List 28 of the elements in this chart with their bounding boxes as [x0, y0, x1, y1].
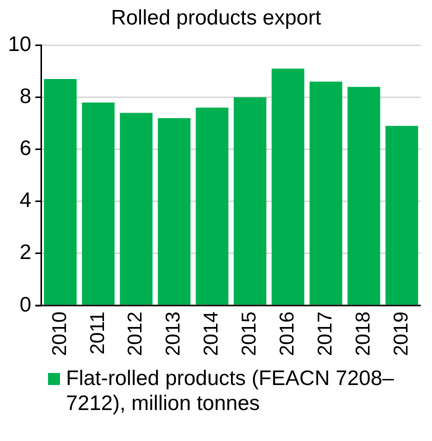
y-tick-label: 6	[20, 137, 32, 160]
y-tick-label: 0	[20, 293, 32, 316]
bar	[158, 118, 190, 305]
x-tick-label: 2015	[238, 312, 261, 356]
x-tick-label: 2019	[390, 312, 412, 356]
x-tick-label: 2018	[352, 312, 374, 356]
y-tick-label: 4	[20, 189, 32, 212]
bar	[234, 97, 266, 305]
bar	[44, 79, 77, 305]
bar	[310, 82, 342, 305]
x-tick-label: 2010	[48, 312, 71, 356]
bar	[196, 108, 228, 305]
bar	[82, 102, 115, 305]
bar	[272, 68, 304, 305]
bar	[120, 112, 153, 305]
y-tick-label: 10	[8, 32, 32, 56]
x-tick-label: 2012	[124, 312, 147, 356]
x-tick-label: 2016	[276, 312, 298, 356]
y-tick-label: 8	[20, 85, 32, 108]
x-tick-label: 2017	[314, 312, 336, 356]
bar	[348, 86, 380, 305]
bar	[385, 126, 418, 305]
x-tick-label: 2011	[86, 312, 109, 355]
x-tick-label: 2013	[162, 312, 185, 356]
chart-title: Rolled products export	[110, 6, 322, 30]
legend-label: Flat-rolled products (FEACN 7208–7212), million tonnes	[66, 366, 395, 416]
x-tick-label: 2014	[200, 312, 223, 356]
y-tick-label: 2	[20, 241, 32, 264]
